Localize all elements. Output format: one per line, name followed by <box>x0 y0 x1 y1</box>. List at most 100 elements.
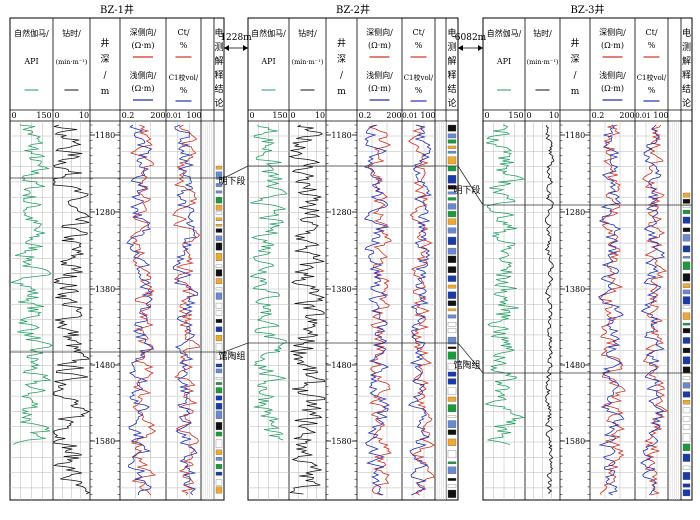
formation-correlation-line <box>457 342 484 374</box>
interpretation-block <box>215 486 223 494</box>
interpretation-block <box>215 217 223 221</box>
interpretation-block <box>447 396 457 402</box>
interpretation-block <box>215 387 223 394</box>
interpretation-block <box>682 234 691 242</box>
depth-tick-label: 1580 <box>331 437 351 446</box>
interpretation-blank <box>447 123 457 156</box>
interpretation-block <box>215 269 223 277</box>
depth-header-char: / <box>340 71 344 81</box>
interpretation-block <box>215 171 223 180</box>
interpretation-header-char: 测 <box>682 42 691 53</box>
depth-header-char: / <box>573 71 577 81</box>
interpretation-block <box>682 205 691 209</box>
depth-header-char: / <box>103 71 107 81</box>
interpretation-block <box>682 465 691 470</box>
interpretation-block <box>215 352 223 360</box>
interpretation-block <box>682 416 691 422</box>
total-gas-unit: % <box>415 41 423 50</box>
depth-tick-label: 1280 <box>95 208 115 217</box>
interpretation-block <box>215 422 223 431</box>
interpretation-block <box>447 255 457 263</box>
formation-correlation-line <box>223 165 249 179</box>
depth-tick-label: 1480 <box>565 361 585 370</box>
total-gas-unit: % <box>648 41 656 50</box>
depth-header-char: 深 <box>570 54 579 65</box>
interpretation-block <box>447 415 457 418</box>
interpretation-block <box>682 443 691 451</box>
interpretation-block <box>447 145 457 149</box>
interpretation-block <box>447 284 457 289</box>
well-frame <box>9 17 225 501</box>
interpretation-block <box>682 305 691 309</box>
distance-label-bg <box>225 28 247 44</box>
interpretation-block <box>447 484 457 488</box>
deep-resistivity-curve <box>129 124 157 496</box>
interpretation-block <box>447 387 457 395</box>
interpretation-header-char: 论 <box>447 97 456 109</box>
interpretation-block <box>682 337 691 344</box>
interpretation-block <box>215 278 223 285</box>
interpretation-block <box>215 471 223 476</box>
depth-header-char: 井 <box>570 37 579 49</box>
interpretation-header-char: 电 <box>447 27 456 39</box>
interpretation-header-char: 解 <box>682 55 691 67</box>
total-gas-header: Ct/ <box>412 28 424 37</box>
interpretation-block <box>682 283 691 288</box>
c1-gas-curve <box>407 124 433 496</box>
interpretation-block <box>447 429 457 435</box>
depth-tick-label: 1380 <box>565 285 585 294</box>
distance-arrowhead-right <box>478 45 483 51</box>
res-scale-min: 0.2 <box>359 111 372 120</box>
interpretation-block <box>447 175 457 184</box>
interpretation-block <box>447 266 457 273</box>
interpretation-block <box>682 391 691 398</box>
drill-scale-max: 10 <box>79 111 89 120</box>
gamma-unit: API <box>23 57 38 66</box>
gamma-scale-min: 0 <box>484 111 489 120</box>
gamma-scale-min: 0 <box>249 111 254 120</box>
distance-arrowhead-left <box>224 45 229 51</box>
interpretation-block <box>682 347 691 354</box>
interpretation-block <box>215 165 223 170</box>
shallow-resistivity-header: 浅侧向/ <box>366 70 393 80</box>
interpretation-block <box>215 253 223 261</box>
interpretation-block <box>682 366 691 374</box>
interpretation-block <box>215 464 223 469</box>
deep-resistivity-header: 深侧向/ <box>599 27 626 37</box>
interpretation-block <box>447 322 457 327</box>
interpretation-header-char: 结 <box>214 83 223 95</box>
interpretation-block <box>682 273 691 282</box>
distance-bz1-bz2: 1228m <box>220 28 252 51</box>
well-name: BZ-3井 <box>570 3 604 16</box>
depth-header-char: m <box>571 87 580 97</box>
interpretation-block <box>447 218 457 225</box>
depth-header-char: 深 <box>337 54 346 65</box>
interpretation-block <box>447 449 457 459</box>
formation-correlation-line <box>457 165 484 206</box>
interpretation-block <box>447 150 457 154</box>
interpretation-block <box>215 377 223 380</box>
interpretation-block <box>215 292 223 300</box>
interpretation-header-char: 解 <box>214 55 223 67</box>
interpretation-block <box>447 346 457 350</box>
drill-unit: (min·m⁻¹) <box>527 58 559 66</box>
shallow-resistivity-unit: (Ω·m) <box>368 84 391 93</box>
interpretation-block <box>447 191 457 195</box>
interpretation-block <box>447 156 457 165</box>
interpretation-block <box>215 402 223 410</box>
interpretation-block <box>447 124 457 132</box>
interpretation-header-char: 释 <box>447 69 456 81</box>
interpretation-block <box>447 211 457 218</box>
well-name: BZ-2井 <box>336 3 370 16</box>
gas-scale-max: 100 <box>420 111 435 120</box>
shallow-resistivity-unit: (Ω·m) <box>131 84 154 93</box>
interpretation-block <box>682 227 691 232</box>
interpretation-block <box>447 378 457 385</box>
interpretation-block <box>215 211 223 215</box>
c1-header: C1校vol/ <box>637 73 667 82</box>
formation-label-minghuazhen-2: 明下段 <box>453 184 480 196</box>
interpretation-header-char: 论 <box>682 97 691 109</box>
interpretation-block <box>215 224 223 227</box>
